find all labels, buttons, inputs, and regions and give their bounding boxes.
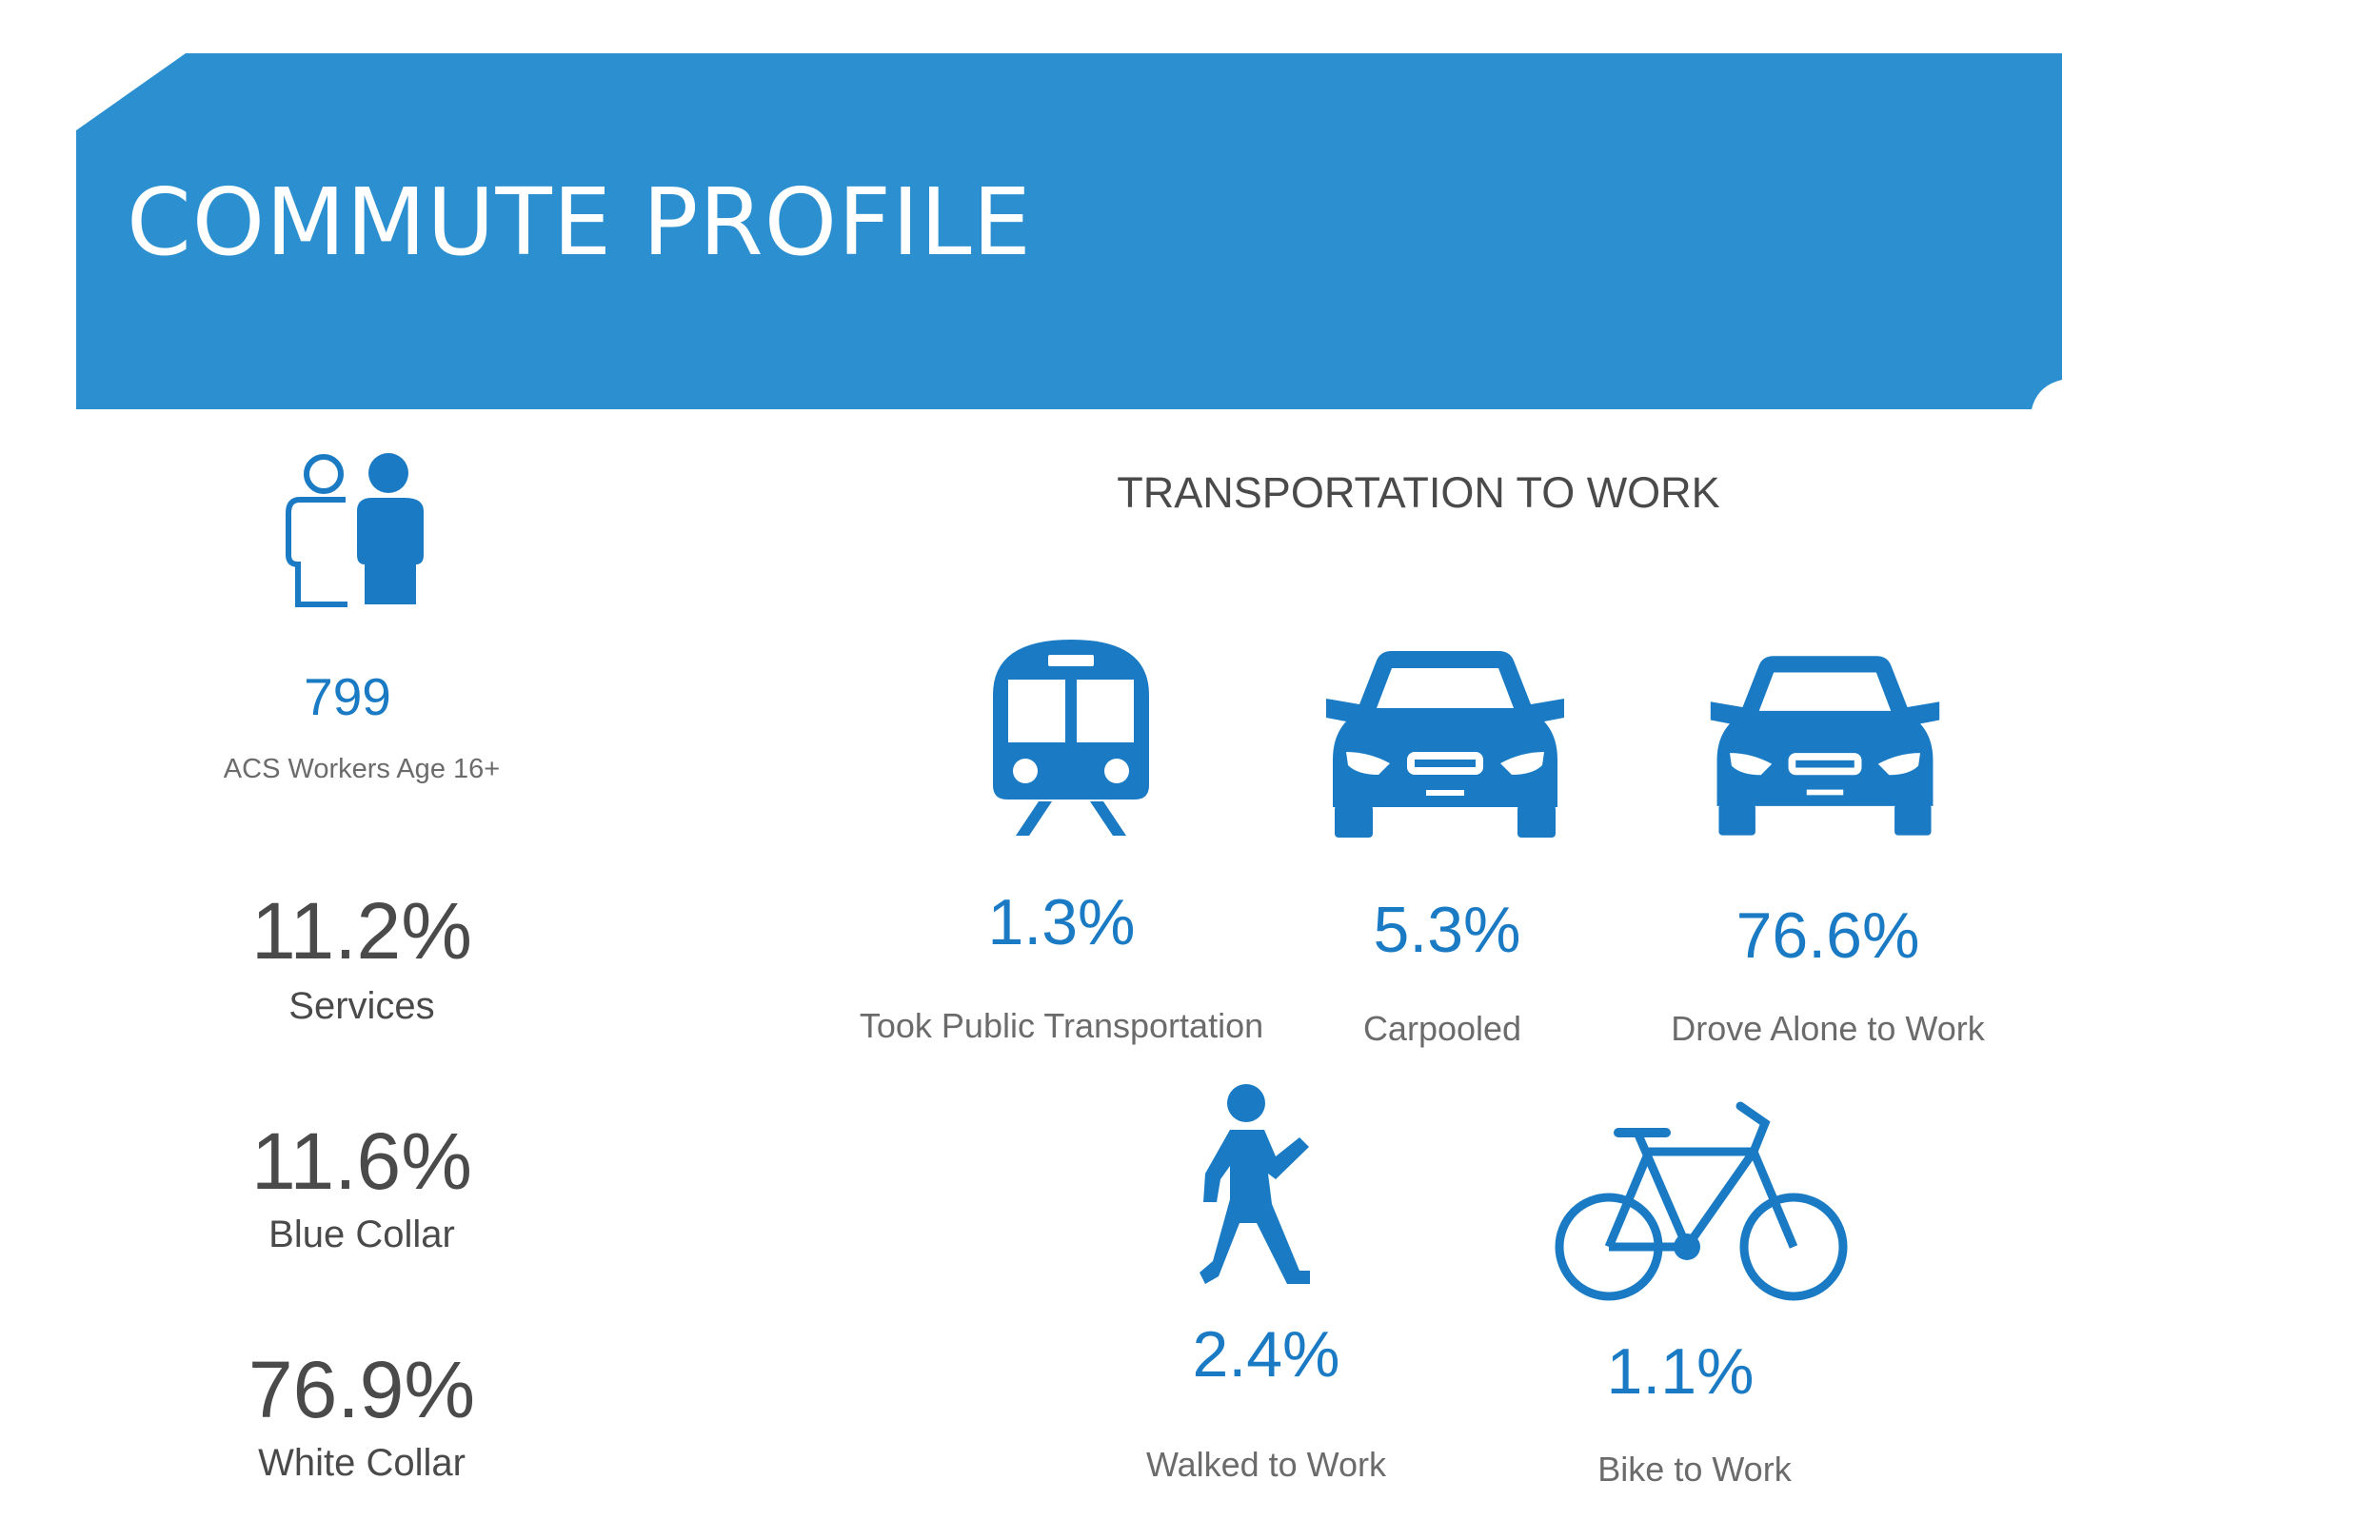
mode-label: Drove Alone to Work <box>1671 1009 1985 1048</box>
section-title: TRANSPORTATION TO WORK <box>1117 468 1720 517</box>
mode-label: Took Public Transportation <box>859 1006 1264 1045</box>
workers-count: 799 <box>304 667 391 726</box>
mode-value: 1.1% <box>1606 1335 1755 1408</box>
car-icon <box>1321 645 1569 840</box>
occupation-value: 76.9% <box>248 1345 476 1434</box>
mode-label: Walked to Work <box>1145 1445 1387 1484</box>
mode-value: 2.4% <box>1192 1318 1340 1391</box>
occupation-value: 11.6% <box>251 1116 472 1206</box>
occupation-label: Services <box>288 985 435 1027</box>
occupation-value: 11.2% <box>251 886 472 976</box>
people-icon <box>281 452 433 614</box>
occupation-label: Blue Collar <box>268 1214 455 1255</box>
bicycle-icon <box>1552 1095 1856 1309</box>
occupation-label: White Collar <box>258 1442 466 1484</box>
mode-label: Carpooled <box>1362 1009 1522 1048</box>
mode-value: 76.6% <box>1735 899 1920 972</box>
mode-value: 1.3% <box>987 886 1136 958</box>
car-icon <box>1706 649 1944 839</box>
header-banner <box>0 0 2380 409</box>
train-icon <box>985 638 1157 838</box>
workers-label: ACS Workers Age 16+ <box>223 754 501 784</box>
mode-label: Bike to Work <box>1597 1450 1792 1489</box>
mode-value: 5.3% <box>1373 894 1521 966</box>
walking-person-icon <box>1180 1080 1323 1294</box>
page-title: COMMUTE PROFILE <box>127 168 1032 276</box>
